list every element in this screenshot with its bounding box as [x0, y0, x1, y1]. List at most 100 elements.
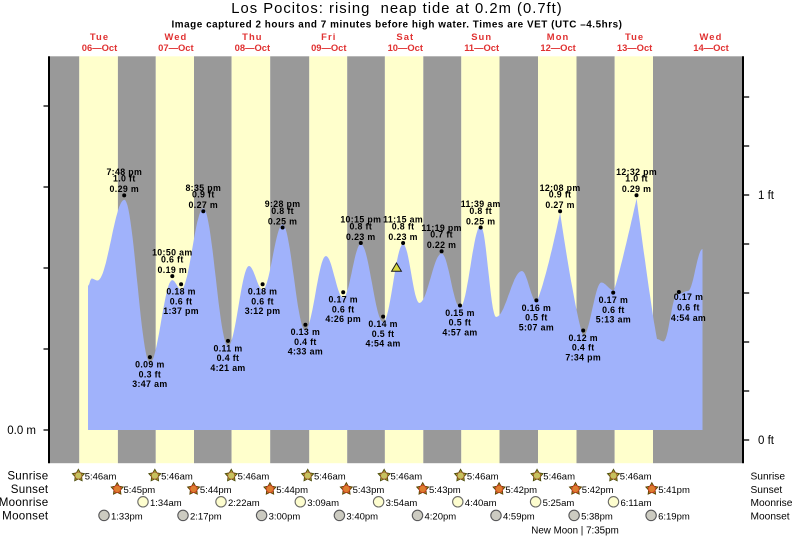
svg-text:Sunset: Sunset: [11, 483, 49, 496]
svg-text:5:42pm: 5:42pm: [582, 485, 614, 496]
svg-text:07—Oct: 07—Oct: [158, 42, 193, 53]
svg-text:1 ft: 1 ft: [758, 190, 775, 202]
svg-text:0.6 ft: 0.6 ft: [161, 254, 184, 264]
svg-text:2:22am: 2:22am: [228, 498, 260, 509]
svg-text:0.27 m: 0.27 m: [545, 200, 575, 210]
svg-text:5:46am: 5:46am: [620, 471, 652, 482]
svg-text:4:59pm: 4:59pm: [503, 511, 535, 522]
svg-text:1:37 pm: 1:37 pm: [163, 306, 199, 316]
svg-text:0.8 ft: 0.8 ft: [271, 206, 294, 216]
svg-text:Fri: Fri: [321, 31, 336, 42]
svg-text:11—Oct: 11—Oct: [464, 42, 499, 53]
svg-text:Image captured 2 hours and 7 m: Image captured 2 hours and 7 minutes bef…: [171, 20, 622, 31]
svg-text:13—Oct: 13—Oct: [617, 42, 652, 53]
svg-text:4:20pm: 4:20pm: [425, 511, 457, 522]
svg-text:0.4 ft: 0.4 ft: [294, 337, 317, 347]
svg-text:0.16 m: 0.16 m: [522, 303, 552, 313]
svg-text:11:15 am: 11:15 am: [383, 215, 423, 225]
svg-text:0.6 ft: 0.6 ft: [332, 305, 355, 315]
svg-text:3:40pm: 3:40pm: [346, 511, 378, 522]
svg-text:0.3 ft: 0.3 ft: [139, 369, 162, 379]
svg-text:0.19 m: 0.19 m: [158, 265, 188, 275]
svg-text:0.25 m: 0.25 m: [466, 216, 496, 226]
svg-text:4:26 pm: 4:26 pm: [325, 314, 361, 324]
svg-text:06—Oct: 06—Oct: [82, 42, 117, 53]
svg-text:0.23 m: 0.23 m: [388, 232, 418, 242]
svg-text:0.23 m: 0.23 m: [346, 232, 376, 242]
svg-text:5:44pm: 5:44pm: [200, 485, 232, 496]
svg-text:0.6 ft: 0.6 ft: [170, 296, 193, 306]
svg-text:5:25am: 5:25am: [543, 498, 575, 509]
svg-text:Moonrise: Moonrise: [0, 496, 48, 509]
svg-text:Mon: Mon: [547, 31, 570, 42]
svg-text:4:54 am: 4:54 am: [671, 313, 706, 323]
svg-text:Sat: Sat: [396, 31, 414, 42]
svg-text:Moonset: Moonset: [2, 510, 49, 523]
svg-text:0.9 ft: 0.9 ft: [192, 190, 215, 200]
svg-text:3:54am: 3:54am: [386, 498, 418, 509]
svg-text:11:19 pm: 11:19 pm: [421, 223, 461, 233]
svg-text:0.09 m: 0.09 m: [135, 360, 165, 370]
svg-text:12:08 pm: 12:08 pm: [540, 183, 581, 193]
svg-text:5:46am: 5:46am: [85, 471, 117, 482]
svg-text:0.27 m: 0.27 m: [189, 200, 219, 210]
svg-text:Wed: Wed: [164, 31, 187, 42]
svg-text:1:34am: 1:34am: [150, 498, 182, 509]
svg-text:Los Pocitos: rising neap tide: Los Pocitos: rising neap tide at 0.2m (0…: [231, 1, 562, 17]
svg-text:Tue: Tue: [90, 31, 109, 42]
svg-text:08—Oct: 08—Oct: [235, 42, 270, 53]
svg-text:0.5 ft: 0.5 ft: [525, 313, 548, 323]
svg-text:0.22 m: 0.22 m: [427, 240, 457, 250]
svg-text:0.9 ft: 0.9 ft: [549, 190, 572, 200]
svg-text:09—Oct: 09—Oct: [311, 42, 346, 53]
svg-text:Moonrise: Moonrise: [751, 498, 793, 509]
svg-text:8:35 pm: 8:35 pm: [185, 183, 221, 193]
svg-text:0.8 ft: 0.8 ft: [349, 221, 372, 231]
svg-text:0.17 m: 0.17 m: [599, 295, 629, 305]
svg-text:4:54 am: 4:54 am: [365, 339, 400, 349]
svg-text:10:15 pm: 10:15 pm: [340, 215, 381, 225]
svg-text:0.8 ft: 0.8 ft: [392, 221, 415, 231]
svg-text:Thu: Thu: [242, 31, 262, 42]
svg-text:Sunrise: Sunrise: [7, 470, 48, 483]
svg-text:2:17pm: 2:17pm: [190, 511, 222, 522]
svg-text:0.4 ft: 0.4 ft: [217, 353, 240, 363]
svg-text:0.7 ft: 0.7 ft: [430, 230, 453, 240]
svg-text:11:39 am: 11:39 am: [461, 199, 501, 209]
svg-text:0.6 ft: 0.6 ft: [251, 296, 274, 306]
svg-text:5:07 am: 5:07 am: [519, 322, 554, 332]
svg-text:0.5 ft: 0.5 ft: [449, 318, 472, 328]
svg-text:5:44pm: 5:44pm: [276, 485, 308, 496]
svg-text:3:00pm: 3:00pm: [269, 511, 301, 522]
svg-text:5:46am: 5:46am: [391, 471, 423, 482]
svg-text:5:45pm: 5:45pm: [124, 485, 156, 496]
svg-text:5:42pm: 5:42pm: [505, 485, 537, 496]
svg-text:0.17 m: 0.17 m: [328, 295, 358, 305]
svg-text:6:19pm: 6:19pm: [658, 511, 690, 522]
svg-text:3:47 am: 3:47 am: [132, 379, 167, 389]
svg-text:4:40am: 4:40am: [465, 498, 497, 509]
svg-text:0.6 ft: 0.6 ft: [602, 305, 625, 315]
svg-text:9:28 pm: 9:28 pm: [265, 199, 301, 209]
svg-text:0.15 m: 0.15 m: [445, 308, 475, 318]
svg-text:0.12 m: 0.12 m: [568, 333, 598, 343]
svg-text:5:46am: 5:46am: [238, 471, 270, 482]
svg-text:0.18 m: 0.18 m: [248, 287, 278, 297]
svg-text:5:46am: 5:46am: [314, 471, 346, 482]
svg-text:12:32 pm: 12:32 pm: [616, 167, 657, 177]
svg-text:0.17 m: 0.17 m: [674, 292, 704, 302]
svg-text:14—Oct: 14—Oct: [693, 42, 728, 53]
svg-text:0.8 ft: 0.8 ft: [469, 206, 492, 216]
svg-text:Sunrise: Sunrise: [751, 472, 786, 483]
svg-text:1:33pm: 1:33pm: [111, 511, 143, 522]
svg-text:0.5 ft: 0.5 ft: [372, 329, 395, 339]
svg-text:5:38pm: 5:38pm: [581, 511, 613, 522]
svg-text:Sunset: Sunset: [751, 485, 783, 496]
svg-text:New Moon | 7:35pm: New Moon | 7:35pm: [531, 525, 619, 536]
svg-text:5:46am: 5:46am: [543, 471, 575, 482]
svg-text:3:09am: 3:09am: [307, 498, 339, 509]
svg-text:0.29 m: 0.29 m: [622, 184, 652, 194]
svg-text:7:48 pm: 7:48 pm: [106, 167, 142, 177]
svg-text:0.25 m: 0.25 m: [268, 216, 298, 226]
svg-text:0.11 m: 0.11 m: [213, 343, 242, 353]
